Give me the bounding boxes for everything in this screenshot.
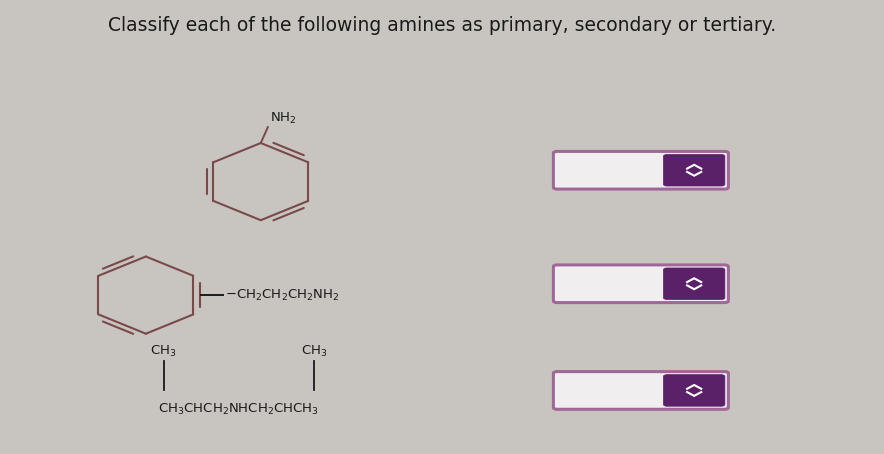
Text: CH$_3$: CH$_3$ — [150, 344, 177, 359]
FancyBboxPatch shape — [663, 268, 725, 300]
FancyBboxPatch shape — [663, 375, 725, 406]
FancyBboxPatch shape — [553, 265, 728, 302]
FancyBboxPatch shape — [553, 371, 728, 410]
Text: CH$_3$: CH$_3$ — [301, 344, 327, 359]
Text: $-$CH$_2$CH$_2$CH$_2$NH$_2$: $-$CH$_2$CH$_2$CH$_2$NH$_2$ — [225, 287, 339, 303]
Text: NH$_2$: NH$_2$ — [270, 111, 296, 126]
Text: CH$_3$CHCH$_2$NHCH$_2$CHCH$_3$: CH$_3$CHCH$_2$NHCH$_2$CHCH$_3$ — [158, 402, 319, 417]
FancyBboxPatch shape — [553, 151, 728, 189]
Text: Classify each of the following amines as primary, secondary or tertiary.: Classify each of the following amines as… — [108, 16, 776, 35]
FancyBboxPatch shape — [663, 154, 725, 186]
